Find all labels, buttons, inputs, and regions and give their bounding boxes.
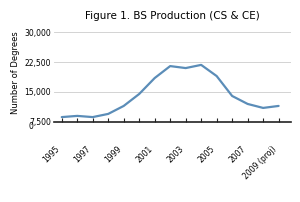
Y-axis label: Number of Degrees: Number of Degrees [11,32,20,114]
Text: 2007: 2007 [228,144,247,164]
Text: 2009 (proj): 2009 (proj) [242,144,279,181]
Text: 1995: 1995 [42,144,62,164]
Text: 1997: 1997 [73,144,93,164]
Title: Figure 1. BS Production (CS & CE): Figure 1. BS Production (CS & CE) [85,11,260,21]
Text: 2005: 2005 [196,144,217,164]
Text: 2001: 2001 [135,144,155,164]
Text: 2003: 2003 [166,144,186,164]
Text: 1999: 1999 [103,144,124,164]
Text: 0: 0 [29,122,34,131]
